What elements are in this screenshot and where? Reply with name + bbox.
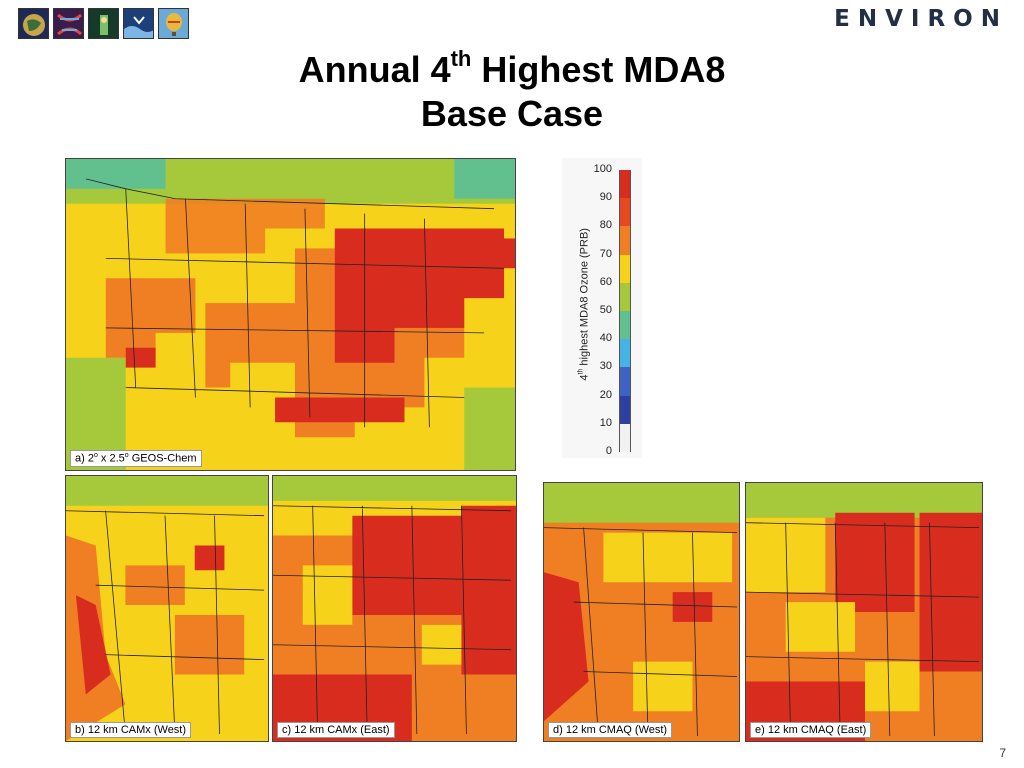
colorbar-segment	[620, 254, 630, 283]
ocean-logo-icon	[123, 8, 154, 39]
colorbar-tick-label: 50	[599, 304, 612, 316]
colorbar-tick-label: 60	[599, 275, 612, 288]
title-line-2: Base Case	[420, 93, 604, 134]
map-panel-camx-west: b) 12 km CAMx (West)	[65, 475, 269, 742]
colorbar-segment	[620, 395, 630, 424]
colorbar-tick-label: 80	[599, 219, 612, 232]
logo-strip	[18, 8, 189, 39]
colorbar-segment	[620, 198, 630, 227]
panel-label-d: d) 12 km CMAQ (West)	[548, 722, 673, 738]
colorbar-tick-label: 10	[599, 416, 612, 429]
slide-title: Annual 4th Highest MDA8 Base Case	[0, 48, 1024, 136]
colorbar-segment	[620, 339, 630, 368]
colorbar-segment	[620, 170, 630, 199]
colorbar-segment	[620, 311, 630, 340]
colorbar-tick-label: 40	[599, 332, 612, 345]
colorbar-tick-label: 70	[599, 247, 612, 260]
colorbar-segment	[620, 367, 630, 396]
panel-label-a: a) 2o x 2.5o GEOS-Chem	[70, 450, 202, 467]
map-panel-cmaq-east: e) 12 km CMAQ (East)	[745, 482, 983, 742]
ozone-map-c	[273, 476, 516, 741]
colorbar-tick-label: 0	[605, 445, 612, 457]
colorbar-tick-label: 90	[599, 191, 612, 204]
colorbar-tick-label: 30	[599, 360, 612, 373]
panel-label-e: e) 12 km CMAQ (East)	[750, 722, 872, 738]
panel-label-b: b) 12 km CAMx (West)	[70, 722, 192, 738]
page-number: 7	[999, 746, 1006, 760]
ozone-map-e	[746, 483, 982, 741]
balloon-logo-icon	[158, 8, 189, 39]
colorbar-segment	[620, 226, 630, 255]
ozone-map-a	[66, 159, 515, 470]
colorbar-tick-label: 20	[599, 388, 612, 401]
lab-logo-icon	[88, 8, 119, 39]
globe-logo-icon	[18, 8, 49, 39]
panel-label-c: c) 12 km CAMx (East)	[277, 722, 395, 738]
brand-wordmark: ENVIRON	[834, 6, 1008, 32]
ozone-map-b	[66, 476, 268, 741]
colorbar-segment	[620, 423, 630, 452]
colorbar: 4th highest MDA8 Ozone (PRB) 100 90 80 70 60…	[562, 158, 642, 458]
colorbar-tick-label: 100	[593, 163, 612, 175]
dna-logo-icon	[53, 8, 84, 39]
colorbar-segment	[620, 282, 630, 311]
ozone-map-d	[544, 483, 739, 741]
map-panel-geos-chem: a) 2o x 2.5o GEOS-Chem	[65, 158, 516, 471]
colorbar-scale	[619, 170, 631, 452]
title-line-1: Annual 4th Highest MDA8	[298, 46, 726, 91]
map-panel-camx-east: c) 12 km CAMx (East)	[272, 475, 517, 742]
map-panel-cmaq-west: d) 12 km CMAQ (West)	[543, 482, 740, 742]
